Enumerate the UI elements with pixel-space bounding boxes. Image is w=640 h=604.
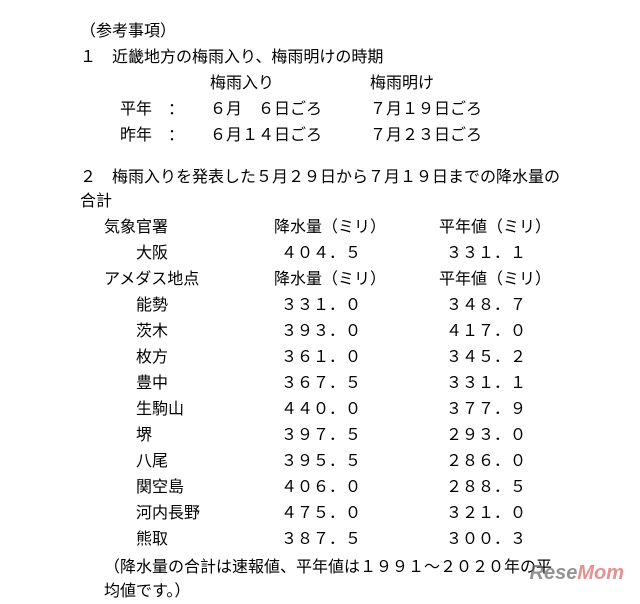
tsuyu-row-label: 昨年 ： [120,124,210,148]
amedas-row: 熊取３８７．５３００．３ [80,528,560,552]
footnote-text: （降水量の合計は速報値、平年値は１９９１～２０２０年の平均値です。） [104,556,560,604]
amedas-row: 堺３９７．５２９３．０ [80,424,560,448]
station-name: 熊取 [136,528,281,552]
office-header: 気象官署 降水量（ミリ） 平年値（ミリ） [80,216,560,240]
station-name: 関空島 [136,476,281,500]
station-name: 豊中 [136,372,281,396]
normal-value: ３４８．７ [446,294,526,318]
footnote: （降水量の合計は速報値、平年値は１９９１～２０２０年の平均値です。） [80,556,560,604]
watermark-rese: Rese [530,562,578,584]
normal-value: ３３１．１ [446,372,526,396]
rain-value: ４７５．０ [281,502,446,526]
rain-value: ３９７．５ [281,424,446,448]
amedas-row: 河内長野４７５．０３２１．０ [80,502,560,526]
rain-label: 降水量（ミリ） [274,216,439,240]
reference-title-text: （参考事項） [80,20,176,44]
rain-value: ４４０．０ [281,398,446,422]
station-name: 堺 [136,424,281,448]
office-row-osaka: 大阪 ４０４．５ ３３１．１ [80,242,560,266]
tsuyu-ake-value: ７月１９日ごろ [370,98,482,122]
section2-heading-text: ２ 梅雨入りを発表した５月２９日から７月１９日までの降水量の合計 [80,166,560,214]
normal-value: ２９３．０ [446,424,526,448]
amedas-header: アメダス地点 降水量（ミリ） 平年値（ミリ） [80,268,560,292]
watermark-mom: Mom [577,562,624,584]
rain-value: ３６１．０ [281,346,446,370]
tsuyu-column-header: 梅雨入り 梅雨明け [80,72,560,96]
rain-value: ３８７．５ [281,528,446,552]
normal-value: ３４５．２ [446,346,526,370]
station-name: 生駒山 [136,398,281,422]
normal-value: ３３１．１ [446,242,526,266]
tsuyu-row-label: 平年 ： [120,98,210,122]
amedas-row: 茨木３９３．０４１７．０ [80,320,560,344]
section1-heading-text: １ 近畿地方の梅雨入り、梅雨明けの時期 [80,46,383,70]
amedas-rain-label: 降水量（ミリ） [274,268,439,292]
rain-value: ４０６．０ [281,476,446,500]
amedas-row: 関空島４０６．０２８８．５ [80,476,560,500]
normal-value: ４１７．０ [446,320,526,344]
amedas-row: 生駒山４４０．０３７７．９ [80,398,560,422]
normal-value: ３００．３ [446,528,526,552]
normal-label: 平年値（ミリ） [439,216,551,240]
amedas-row: 豊中３６７．５３３１．１ [80,372,560,396]
rain-value: ３９５．５ [281,450,446,474]
normal-value: ３２１．０ [446,502,526,526]
watermark: ReseMom [530,562,624,585]
amedas-row: 枚方３６１．０３４５．２ [80,346,560,370]
tsuyu-iri-label: 梅雨入り [210,72,370,96]
tsuyu-iri-value: ６月 ６日ごろ [210,98,370,122]
office-label: 気象官署 [104,216,274,240]
normal-value: ２８６．０ [446,450,526,474]
amedas-row: 能勢３３１．０３４８．７ [80,294,560,318]
tsuyu-ake-value: ７月２３日ごろ [370,124,482,148]
station-name: 能勢 [136,294,281,318]
tsuyu-iri-value: ６月１４日ごろ [210,124,370,148]
tsuyu-row-sakunen: 昨年 ： ６月１４日ごろ ７月２３日ごろ [80,124,560,148]
rain-value: ４０４．５ [281,242,446,266]
section2-heading: ２ 梅雨入りを発表した５月２９日から７月１９日までの降水量の合計 [80,166,560,214]
amedas-row: 八尾３９５．５２８６．０ [80,450,560,474]
station-name: 八尾 [136,450,281,474]
tsuyu-row-heinen: 平年 ： ６月 ６日ごろ ７月１９日ごろ [80,98,560,122]
amedas-normal-label: 平年値（ミリ） [439,268,551,292]
tsuyu-ake-label: 梅雨明け [370,72,434,96]
rain-value: ３６７．５ [281,372,446,396]
station-name: 河内長野 [136,502,281,526]
section1-heading: １ 近畿地方の梅雨入り、梅雨明けの時期 [80,46,560,70]
rain-value: ３９３．０ [281,320,446,344]
normal-value: ３７７．９ [446,398,526,422]
station-name: 茨木 [136,320,281,344]
normal-value: ２８８．５ [446,476,526,500]
amedas-label: アメダス地点 [104,268,274,292]
reference-title: （参考事項） [80,20,560,44]
rain-value: ３３１．０ [281,294,446,318]
station-name: 枚方 [136,346,281,370]
station-name: 大阪 [136,242,281,266]
